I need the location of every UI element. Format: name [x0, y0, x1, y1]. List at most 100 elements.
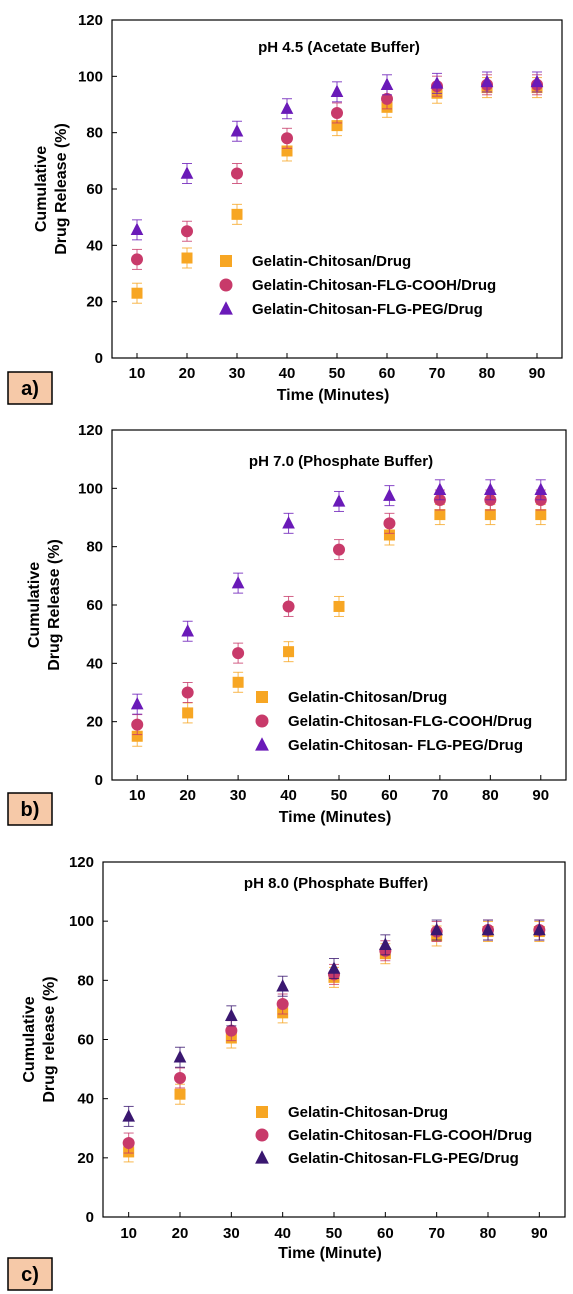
panel-label-box [7, 1257, 53, 1291]
panel-label: b) [21, 799, 40, 821]
y-tick-label: 0 [95, 772, 103, 789]
y-tick-label: 20 [77, 1150, 94, 1167]
y-tick-label: 120 [78, 422, 103, 439]
data-point [281, 145, 293, 157]
data-point [381, 92, 393, 105]
legend-marker [219, 278, 233, 292]
data-point [230, 124, 244, 137]
y-tick-label: 100 [78, 480, 103, 497]
legend-marker [219, 301, 233, 315]
data-point [283, 646, 295, 658]
x-tick-label: 20 [172, 1225, 189, 1242]
y-tick-label: 20 [86, 714, 103, 731]
data-point [122, 1137, 135, 1150]
legend-label: Gelatin-Chitosan/Drug [252, 253, 411, 270]
legend-marker [220, 255, 232, 267]
data-point [232, 647, 245, 660]
y-axis-title: Cumulative Drug release (%) [21, 976, 58, 1102]
x-tick-label: 70 [429, 365, 446, 382]
data-point [430, 922, 443, 936]
legend: Gelatin-Chitosan-Drug Gelatin-Chitosan-FL… [255, 1104, 532, 1167]
data-point [331, 120, 343, 132]
data-point [225, 1024, 238, 1037]
x-tick-label: 80 [479, 365, 496, 382]
data-point [231, 575, 245, 589]
x-tick-label: 70 [428, 1225, 445, 1242]
data-point [280, 101, 294, 114]
y-tick-label: 60 [86, 597, 103, 614]
x-tick-label: 50 [331, 787, 348, 804]
data-point [380, 77, 394, 90]
panel-label-box [7, 792, 53, 826]
data-point [327, 961, 341, 974]
legend: Gelatin-Chitosan/Drug Gelatin-Chitosan-FL… [255, 689, 532, 754]
data-point [484, 482, 497, 495]
x-tick-label: 20 [179, 365, 196, 382]
data-point [480, 74, 494, 88]
x-tick-label: 10 [129, 787, 146, 804]
legend: Gelatin-Chitosan/Drug Gelatin-Chitosan-FL… [219, 253, 496, 318]
x-tick-label: 10 [129, 365, 146, 382]
y-axis-title-line: Drug release (%) [41, 976, 58, 1102]
data-point [282, 516, 295, 529]
y-tick-label: 60 [77, 1032, 94, 1049]
y-axis-title-line: Drug Release (%) [46, 539, 63, 671]
data-point [383, 488, 396, 501]
x-tick-label: 50 [329, 365, 346, 382]
y-tick-label: 80 [86, 125, 103, 142]
data-point [181, 225, 193, 238]
y-axis-title: Cumulative Drug Release (%) [33, 123, 70, 255]
x-tick-label: 90 [532, 787, 549, 804]
legend-marker [255, 737, 269, 751]
chart-title: pH 4.5 (Acetate Buffer) [258, 39, 420, 56]
x-tick-label: 40 [279, 365, 296, 382]
x-axis-title: Time (Minute) [278, 1245, 382, 1262]
x-tick-label: 30 [223, 1225, 240, 1242]
data-point [225, 1008, 238, 1022]
x-axis-title: Time (Minutes) [277, 387, 390, 404]
data-point [282, 600, 295, 613]
data-point [181, 624, 194, 637]
x-tick-label: 60 [377, 1225, 394, 1242]
y-axis-title: Cumulative Drug Release (%) [26, 539, 63, 671]
x-tick-label: 80 [482, 787, 499, 804]
data-point [181, 252, 193, 264]
y-tick-label: 20 [86, 294, 103, 311]
y-tick-label: 0 [95, 350, 103, 367]
data-point [231, 167, 243, 180]
data-point [131, 718, 144, 731]
data-point [379, 937, 392, 951]
legend-marker [255, 1128, 269, 1142]
data-point [333, 600, 345, 612]
x-tick-label: 40 [280, 787, 297, 804]
legend-marker [255, 714, 269, 728]
series-1 [131, 489, 547, 736]
data-point [231, 208, 243, 220]
data-point [131, 287, 143, 299]
x-tick-label: 10 [120, 1225, 137, 1242]
legend-label: Gelatin-Chitosan- FLG-PEG/Drug [288, 737, 523, 754]
data-point [182, 707, 194, 719]
data-point [174, 1071, 186, 1084]
data-point [232, 676, 244, 688]
data-point [331, 106, 343, 119]
data-point [330, 84, 344, 98]
x-tick-label: 90 [529, 365, 546, 382]
x-tick-label: 30 [230, 787, 247, 804]
x-tick-label: 70 [432, 787, 449, 804]
chart-title: pH 7.0 (Phosphate Buffer) [249, 453, 433, 470]
y-tick-label: 40 [86, 237, 103, 254]
panel-label-box [7, 371, 53, 405]
data-point [276, 979, 289, 992]
data-point [535, 509, 547, 521]
y-axis-title-line: Cumulative [33, 146, 50, 232]
panel-label: c) [21, 1264, 39, 1286]
x-tick-label: 80 [480, 1225, 497, 1242]
data-point [534, 482, 548, 495]
y-tick-label: 100 [69, 913, 94, 930]
panel-a: 0 20 40 60 80 100 120 10 20 30 40 50 60 70 80 90 Time (M… [0, 0, 573, 410]
series-0 [123, 921, 545, 1163]
data-point [481, 922, 495, 936]
legend-marker [256, 691, 268, 703]
data-point [173, 1050, 187, 1063]
